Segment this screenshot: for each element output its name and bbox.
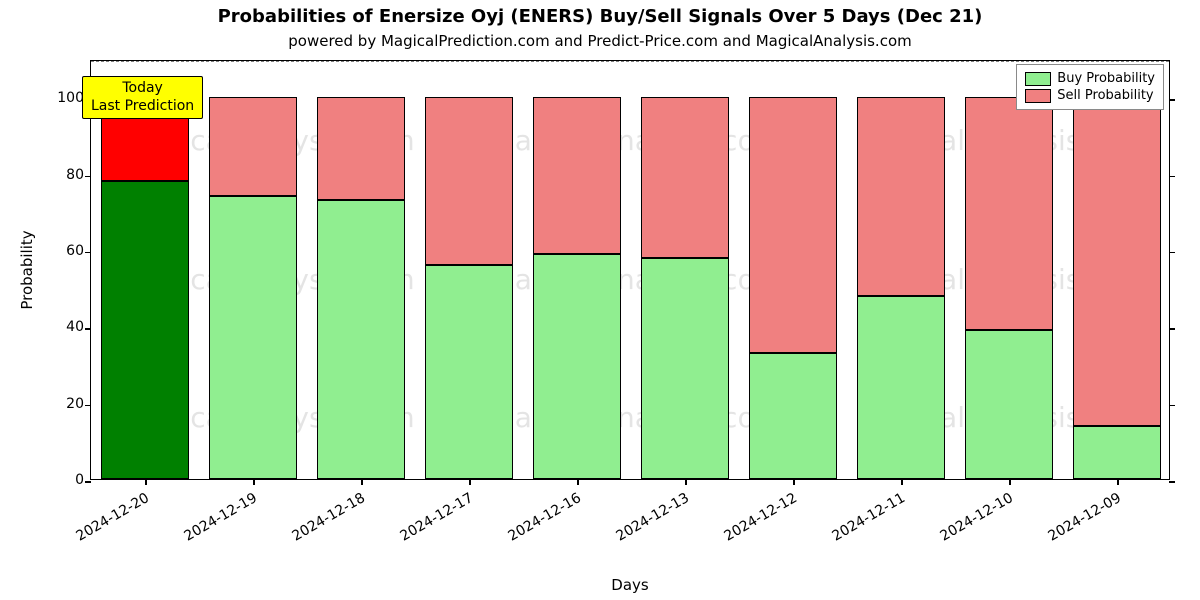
chart-subtitle: powered by MagicalPrediction.com and Pre…: [0, 32, 1200, 50]
x-tick-label: 2024-12-12: [722, 490, 800, 545]
y-tick-mark-right: [1169, 252, 1175, 254]
y-tick-label: 100: [44, 90, 84, 106]
legend-item: Buy Probability: [1025, 70, 1155, 87]
legend: Buy Probability Sell Probability: [1016, 64, 1164, 110]
plot-area: MagicalAnalysis.comMagicalAnalysis.comMa…: [90, 60, 1170, 480]
y-tick-label: 40: [44, 319, 84, 335]
bar-buy: [749, 353, 838, 479]
x-tick-mark: [1009, 479, 1011, 485]
bar-sell: [857, 97, 946, 296]
x-axis-label: Days: [90, 576, 1170, 594]
x-tick-mark: [145, 479, 147, 485]
bar-buy: [209, 196, 298, 479]
bar-sell: [1073, 97, 1162, 425]
y-tick-mark: [85, 481, 91, 483]
bar-sell: [209, 97, 298, 196]
y-tick-mark: [85, 405, 91, 407]
y-tick-mark-right: [1169, 481, 1175, 483]
bar-buy: [101, 181, 190, 479]
y-axis-label: Probability: [18, 60, 38, 480]
bar-sell: [533, 97, 622, 254]
bar-slot: [317, 59, 406, 479]
x-tick-mark: [253, 479, 255, 485]
bar-slot: [1073, 59, 1162, 479]
bar-buy: [857, 296, 946, 479]
x-tick-label: 2024-12-20: [74, 490, 152, 545]
x-tick-mark: [469, 479, 471, 485]
x-tick-label: 2024-12-10: [938, 490, 1016, 545]
bar-slot: [857, 59, 946, 479]
legend-label: Buy Probability: [1057, 71, 1155, 86]
y-tick-mark: [85, 252, 91, 254]
bar-buy: [533, 254, 622, 479]
bar-slot: [101, 59, 190, 479]
bar-slot: [533, 59, 622, 479]
bar-sell: [749, 97, 838, 353]
annotation-line2: Last Prediction: [91, 98, 194, 116]
bar-slot: [965, 59, 1054, 479]
x-tick-mark: [793, 479, 795, 485]
x-tick-label: 2024-12-17: [398, 490, 476, 545]
legend-label: Sell Probability: [1057, 88, 1153, 103]
x-tick-label: 2024-12-13: [614, 490, 692, 545]
bar-sell: [641, 97, 730, 257]
x-tick-mark: [1117, 479, 1119, 485]
y-tick-mark: [85, 176, 91, 178]
x-tick-label: 2024-12-11: [830, 490, 908, 545]
y-tick-label: 20: [44, 396, 84, 412]
legend-item: Sell Probability: [1025, 87, 1155, 104]
y-tick-label: 60: [44, 243, 84, 259]
y-tick-mark-right: [1169, 176, 1175, 178]
x-tick-mark: [361, 479, 363, 485]
annotation-line1: Today: [91, 80, 194, 98]
bar-slot: [425, 59, 514, 479]
bar-buy: [317, 200, 406, 479]
bar-buy: [425, 265, 514, 479]
y-tick-label: 0: [44, 472, 84, 488]
chart-figure: Probabilities of Enersize Oyj (ENERS) Bu…: [0, 0, 1200, 600]
x-tick-mark: [685, 479, 687, 485]
x-tick-label: 2024-12-09: [1046, 490, 1124, 545]
chart-title: Probabilities of Enersize Oyj (ENERS) Bu…: [0, 6, 1200, 27]
x-tick-label: 2024-12-16: [506, 490, 584, 545]
bar-sell: [317, 97, 406, 200]
legend-swatch: [1025, 72, 1051, 86]
x-tick-mark: [577, 479, 579, 485]
bar-slot: [749, 59, 838, 479]
bar-slot: [209, 59, 298, 479]
annotation-today: TodayLast Prediction: [82, 76, 203, 119]
x-tick-label: 2024-12-18: [290, 490, 368, 545]
legend-swatch: [1025, 89, 1051, 103]
y-tick-mark-right: [1169, 99, 1175, 101]
y-tick-label: 80: [44, 167, 84, 183]
y-tick-mark: [85, 328, 91, 330]
y-tick-mark-right: [1169, 328, 1175, 330]
bar-slot: [641, 59, 730, 479]
bar-buy: [641, 258, 730, 479]
bar-sell: [425, 97, 514, 265]
y-tick-mark-right: [1169, 405, 1175, 407]
bar-sell: [965, 97, 1054, 330]
bar-buy: [1073, 426, 1162, 479]
bar-buy: [965, 330, 1054, 479]
x-tick-mark: [901, 479, 903, 485]
x-tick-label: 2024-12-19: [182, 490, 260, 545]
